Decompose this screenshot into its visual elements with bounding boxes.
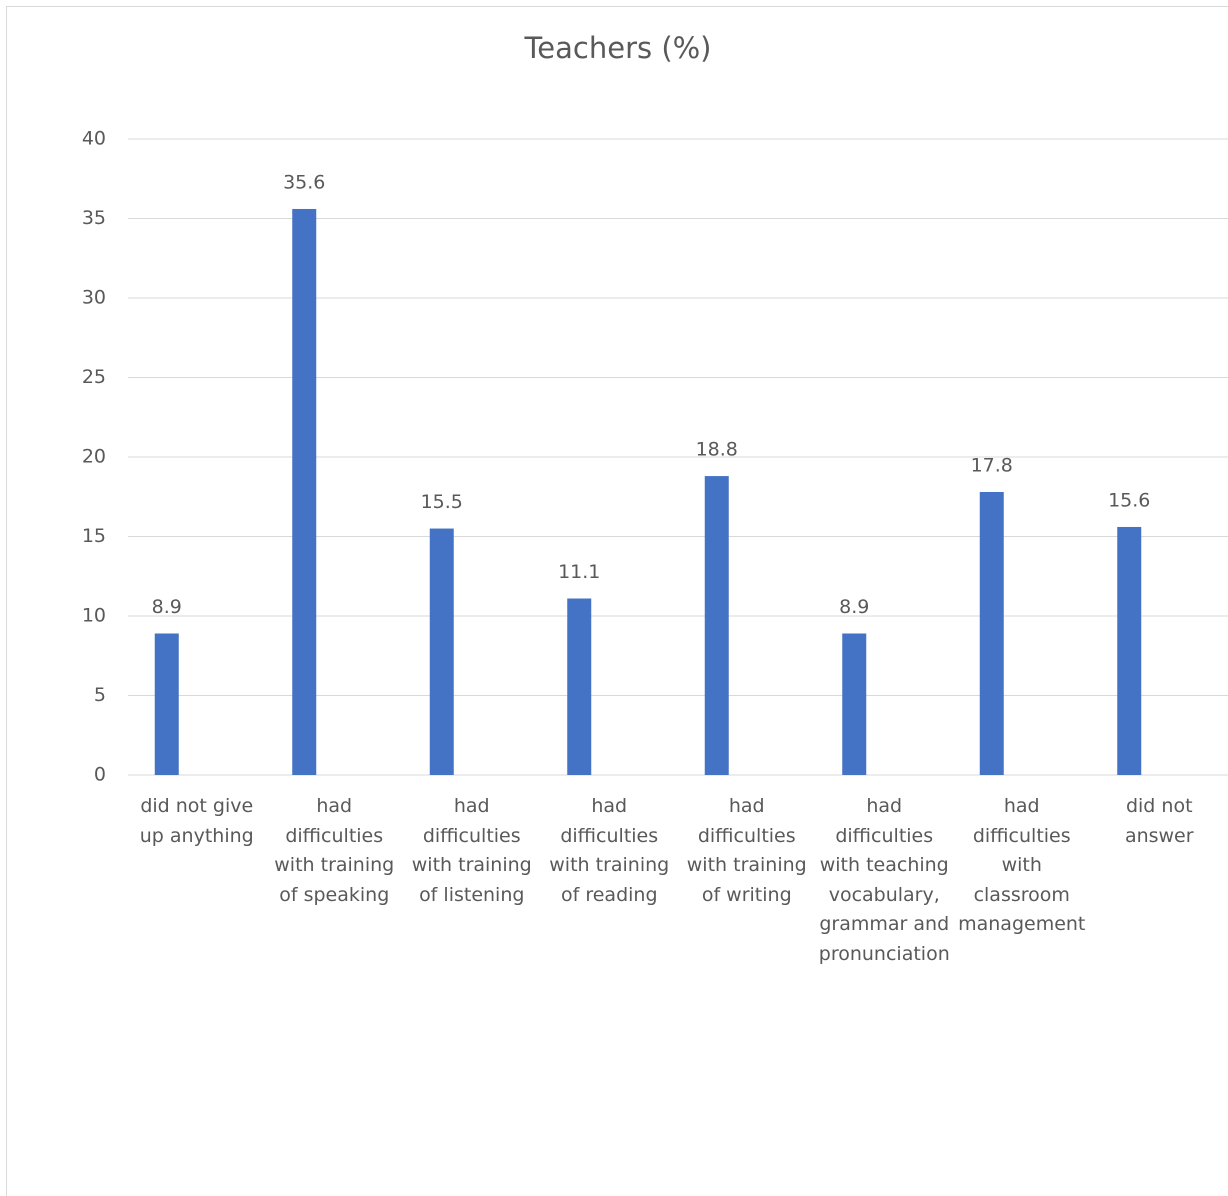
x-tick-label: had difficulties with training of listen… xyxy=(411,795,532,906)
data-label: 15.5 xyxy=(421,491,463,513)
bar xyxy=(704,476,729,775)
data-label: 8.9 xyxy=(839,596,869,618)
y-tick-label: 40 xyxy=(82,128,106,150)
data-label: 18.8 xyxy=(696,439,738,461)
x-tick-label: did not answer xyxy=(1124,795,1194,847)
y-tick-label: 0 xyxy=(94,764,106,786)
y-tick-label: 20 xyxy=(82,446,106,468)
chart-title: Teachers (%) xyxy=(524,31,712,65)
bar xyxy=(842,633,867,775)
x-tick-label: had difficulties with classroom manageme… xyxy=(958,795,1086,935)
y-tick-label: 10 xyxy=(82,605,106,627)
y-tick-label: 30 xyxy=(82,287,106,309)
x-tick-label: had difficulties with training of readin… xyxy=(549,795,670,906)
bar xyxy=(567,598,592,775)
y-tick-label: 5 xyxy=(94,684,106,706)
bar xyxy=(154,633,179,775)
chart-border xyxy=(6,6,1228,1196)
bar xyxy=(292,208,317,775)
x-tick-label: had difficulties with training of speaki… xyxy=(274,795,395,906)
x-tick-label: did not give up anything xyxy=(139,795,254,847)
x-tick-label: had difficulties with teaching vocabular… xyxy=(818,795,950,965)
data-label: 15.6 xyxy=(1108,489,1150,511)
y-tick-label: 15 xyxy=(82,525,106,547)
data-label: 17.8 xyxy=(971,454,1013,476)
data-label: 35.6 xyxy=(283,171,325,193)
data-label: 11.1 xyxy=(558,561,600,583)
bar xyxy=(1117,526,1142,775)
bar xyxy=(429,528,454,775)
y-tick-label: 25 xyxy=(82,366,106,388)
x-tick-label: had difficulties with training of writin… xyxy=(686,795,807,906)
bar xyxy=(979,491,1004,775)
y-tick-label: 35 xyxy=(82,207,106,229)
data-label: 8.9 xyxy=(152,596,182,618)
